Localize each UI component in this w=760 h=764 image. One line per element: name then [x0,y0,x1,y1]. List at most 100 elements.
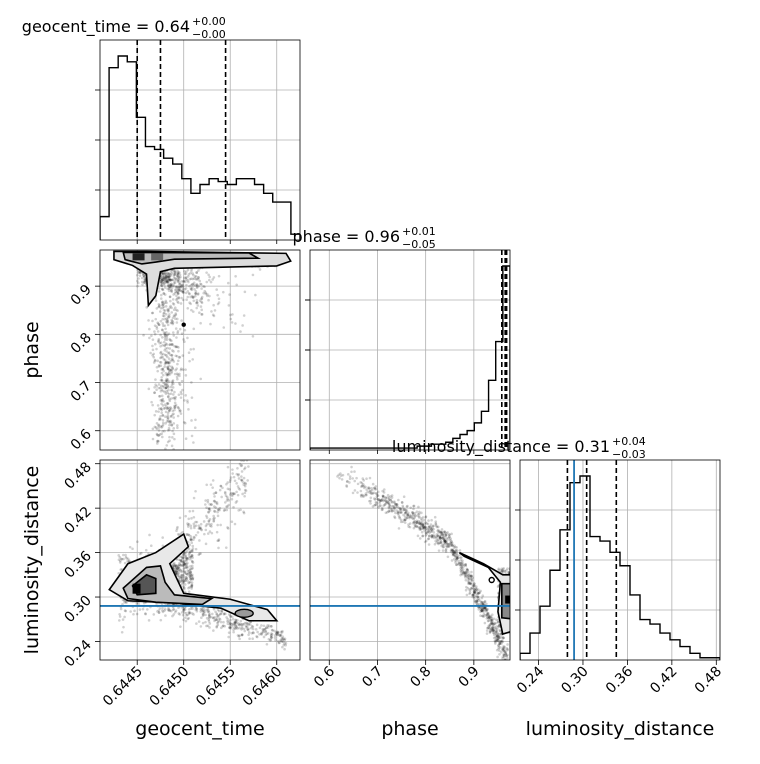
sample-point [507,570,510,574]
sample-point [121,618,125,621]
sample-point [161,414,165,417]
sample-point [157,609,161,612]
sample-point [242,460,245,462]
sample-point [467,570,470,574]
sample-point [169,278,172,281]
sample-point [177,276,181,279]
sample-point [141,607,145,611]
sample-point [163,429,166,433]
sample-point [438,535,442,539]
sample-point [480,609,484,612]
sample-point [499,636,502,639]
sample-point [249,626,253,630]
sample-point [448,538,452,542]
sample-point [281,635,285,639]
sample-point [154,317,158,321]
sample-point [243,466,247,470]
sample-point [365,488,368,491]
sample-point [203,289,207,293]
sample-point [177,359,180,363]
sample-point [164,410,168,414]
sample-point [207,611,211,614]
sample-point [185,283,188,287]
sample-point [482,606,486,609]
sample-point [170,271,174,275]
sample-point [493,639,497,643]
sample-point [387,502,391,506]
sample-point [166,391,169,395]
sample-point [483,606,487,610]
sample-point [496,655,499,659]
sample-point [450,559,454,562]
sample-point [373,503,377,507]
sample-point [511,605,514,608]
sample-point [422,525,425,528]
sample-point [170,289,173,292]
sample-point [419,523,423,526]
sample-point [167,388,170,392]
sample-point [189,302,192,306]
sample-point [192,296,195,299]
sample-point [378,500,382,503]
sample-point [187,351,191,355]
sample-point [167,275,171,279]
sample-point [167,281,170,285]
sample-point [459,569,463,572]
sample-point [214,491,218,494]
sample-point [190,587,193,590]
sample-point [495,648,499,652]
sample-point [161,278,165,281]
sample-point [212,514,215,518]
sample-point [466,586,470,590]
sample-point [447,545,451,548]
sample-point [192,347,195,351]
sample-point [176,285,179,288]
sample-point [444,549,448,552]
sample-point [241,492,244,496]
sample-point [262,630,265,634]
sample-point [481,607,485,610]
sample-point [231,493,234,496]
sample-point [161,610,165,614]
sample-point [172,396,175,400]
sample-point [172,350,175,353]
sample-point [281,640,285,644]
sample-point [443,541,446,544]
sample-point [487,616,490,620]
sample-point [162,281,166,285]
sample-point [166,278,170,281]
sample-point [186,579,189,583]
sample-point [195,271,198,274]
sample-point [200,608,204,612]
sample-point [235,621,239,625]
sample-point [429,523,433,526]
sample-point [463,571,466,575]
sample-point [168,313,171,316]
sample-point [237,622,241,625]
sample-point [493,642,497,645]
sample-point [229,622,232,626]
sample-point [464,578,468,582]
sample-point [172,382,175,386]
sample-point [158,452,161,455]
sample-point [477,591,481,595]
sample-point [164,379,168,383]
sample-point [160,279,164,282]
sample-point [206,532,210,535]
sample-point [191,547,195,550]
sample-point [165,321,169,324]
sample-point [182,559,186,563]
sample-point [269,624,273,628]
tick-label-x: 0.7 [359,664,386,691]
sample-point [484,614,487,617]
sample-point [159,384,163,388]
sample-point [211,479,215,482]
sample-point [418,522,421,525]
sample-point [195,300,199,304]
sample-point [269,634,273,637]
sample-point [184,575,188,579]
sample-point [499,646,502,649]
sample-point [187,547,191,551]
sample-point [160,408,163,412]
sample-point [220,609,224,613]
